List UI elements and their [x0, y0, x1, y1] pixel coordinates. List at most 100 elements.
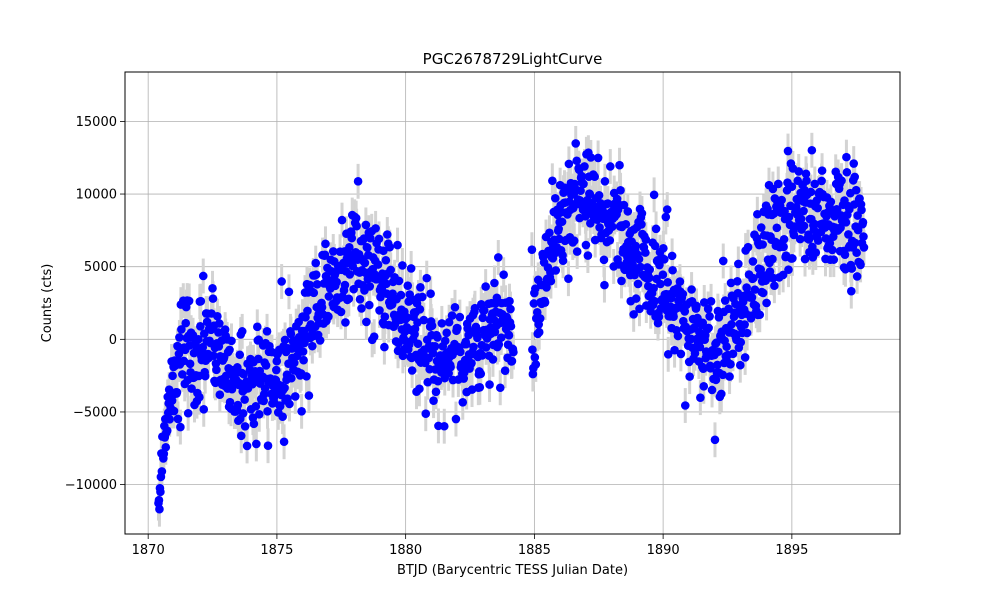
- data-point: [807, 145, 817, 155]
- data-point: [506, 321, 516, 331]
- data-point: [585, 189, 595, 199]
- y-tick-label: 5000: [84, 260, 117, 275]
- y-tick-label: −5000: [73, 405, 117, 420]
- data-point: [852, 272, 862, 281]
- data-point: [194, 334, 203, 344]
- data-point: [569, 236, 579, 246]
- data-point: [324, 292, 334, 301]
- data-point: [675, 277, 685, 286]
- data-point: [779, 234, 789, 244]
- data-point: [303, 306, 312, 316]
- data-point: [826, 197, 836, 207]
- data-point: [740, 353, 750, 362]
- data-point: [155, 504, 164, 514]
- data-point: [649, 283, 658, 293]
- data-point: [440, 336, 450, 346]
- data-point: [240, 395, 249, 404]
- data-point: [623, 207, 633, 216]
- data-point: [175, 333, 184, 342]
- data-point: [600, 280, 609, 290]
- data-point: [645, 265, 655, 274]
- data-point: [635, 304, 644, 314]
- data-point: [220, 325, 230, 334]
- data-point: [849, 159, 859, 168]
- data-point: [695, 342, 705, 352]
- data-point: [181, 318, 191, 328]
- y-axis-label: Counts (cts): [40, 264, 55, 343]
- data-point: [685, 372, 694, 381]
- data-point: [703, 304, 713, 314]
- data-point: [557, 217, 567, 227]
- data-point: [227, 336, 236, 346]
- data-point: [477, 351, 487, 360]
- data-point: [531, 360, 541, 369]
- data-point: [369, 332, 379, 341]
- data-point: [215, 319, 224, 328]
- data-point: [507, 356, 517, 366]
- data-point: [687, 285, 696, 294]
- chart-title: PGC2678729LightCurve: [423, 50, 603, 68]
- data-point: [748, 257, 758, 266]
- data-point: [499, 270, 508, 280]
- data-point: [842, 152, 851, 162]
- data-point: [692, 301, 701, 311]
- data-point: [670, 345, 679, 355]
- data-point: [659, 243, 668, 253]
- x-tick-label: 1890: [647, 543, 680, 558]
- data-point: [722, 342, 731, 351]
- data-point: [277, 277, 286, 286]
- data-point: [727, 320, 736, 329]
- data-point: [311, 270, 321, 279]
- data-point: [605, 162, 615, 171]
- data-point: [706, 363, 715, 373]
- data-point: [278, 412, 287, 422]
- data-point: [750, 285, 760, 294]
- data-point: [571, 139, 581, 148]
- data-point: [564, 274, 573, 283]
- data-point: [214, 328, 223, 337]
- data-point: [347, 233, 357, 243]
- data-point: [178, 370, 187, 379]
- data-point: [444, 317, 454, 327]
- data-point: [371, 224, 380, 233]
- data-point: [336, 307, 346, 317]
- data-point: [554, 224, 563, 234]
- data-point: [572, 247, 582, 256]
- data-point: [447, 311, 457, 320]
- data-point: [650, 241, 660, 251]
- data-point: [828, 245, 837, 255]
- data-point: [844, 230, 853, 239]
- data-point: [208, 294, 218, 303]
- data-point: [564, 159, 574, 169]
- data-point: [641, 248, 650, 257]
- data-point: [254, 410, 264, 419]
- data-point: [165, 415, 174, 424]
- data-point: [199, 405, 209, 414]
- data-point: [595, 223, 604, 232]
- data-point: [352, 221, 361, 231]
- data-point: [353, 177, 363, 186]
- data-point: [290, 392, 300, 401]
- data-point: [734, 259, 743, 269]
- data-point: [858, 217, 868, 227]
- data-point: [631, 294, 641, 303]
- data-point: [799, 206, 808, 216]
- data-point: [856, 260, 865, 270]
- data-point: [359, 234, 369, 243]
- data-point: [704, 323, 713, 333]
- data-point: [655, 260, 664, 270]
- data-point: [558, 256, 568, 266]
- data-point: [740, 320, 749, 329]
- data-point: [755, 310, 765, 320]
- data-point: [212, 365, 221, 375]
- data-point: [787, 182, 797, 191]
- data-point: [458, 397, 468, 407]
- data-point: [572, 156, 581, 166]
- data-point: [641, 235, 651, 244]
- data-point: [707, 385, 717, 395]
- data-point: [374, 234, 384, 244]
- data-point: [413, 339, 423, 349]
- data-point: [713, 360, 722, 370]
- y-tick-label: 15000: [76, 115, 117, 130]
- data-point: [851, 185, 861, 195]
